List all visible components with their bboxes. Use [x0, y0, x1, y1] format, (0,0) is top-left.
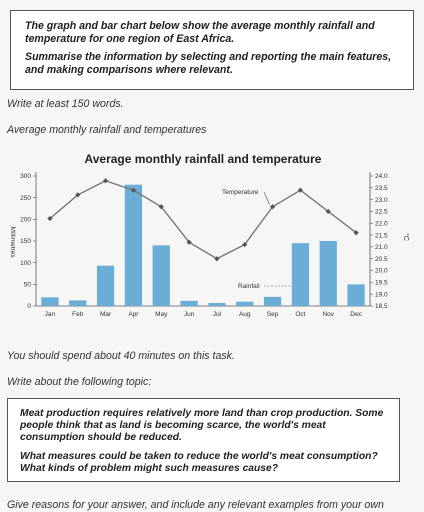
y2-tick-label: 24.0 — [375, 173, 388, 180]
x-tick-label: Jan — [45, 311, 56, 318]
rainfall-bar — [263, 296, 282, 306]
chart-caption: Average monthly rainfall and temperature… — [7, 124, 207, 136]
temperature-point — [325, 208, 331, 215]
x-tick-label: Dec — [350, 311, 362, 318]
rainfall-bar — [236, 301, 254, 306]
x-tick-label: Jul — [213, 311, 222, 318]
rainfall-bar — [319, 241, 337, 306]
x-tick-label: Sep — [267, 311, 279, 318]
rainfall-bar — [152, 245, 170, 306]
temperature-line — [49, 179, 357, 260]
topic-paragraph-2: What measures could be taken to reduce t… — [20, 451, 378, 474]
y-tick-label: 150 — [20, 238, 31, 245]
x-tick-label: May — [155, 311, 168, 318]
topic-paragraph-1: Meat production requires relatively more… — [20, 408, 384, 443]
rainfall-bar — [124, 184, 143, 306]
temperature-point — [297, 187, 304, 193]
y-tick-label: 300 — [20, 173, 31, 180]
y2-tick-label: 20.0 — [375, 268, 388, 275]
task-paragraph-2: Summarise the information by selecting a… — [25, 51, 392, 76]
temperature-point — [102, 178, 109, 184]
temperature-point — [75, 192, 81, 198]
y-tick-label: 50 — [24, 282, 32, 289]
rainfall-annotation: Rainfall — [238, 283, 260, 290]
y2-tick-label: 22.5 — [375, 209, 388, 216]
y2-tick-label: 21.0 — [375, 244, 388, 251]
y2-tick-label: 23.0 — [375, 197, 388, 204]
y2-tick-label: 20.5 — [375, 256, 388, 263]
temperature-point — [186, 239, 192, 245]
temperature-leader-line — [263, 191, 270, 205]
x-tick-label: Aug — [239, 311, 251, 318]
x-tick-label: Apr — [128, 311, 139, 318]
x-tick-label: Mar — [100, 311, 112, 318]
y-tick-label: 200 — [20, 217, 31, 224]
x-tick-label: Nov — [322, 311, 334, 318]
topic-prompt-box: Meat production requires relatively more… — [7, 398, 400, 482]
y-axis-label: Millimetres — [9, 226, 16, 258]
y2-tick-label: 23.5 — [375, 185, 388, 192]
rainfall-bar — [208, 302, 226, 306]
y2-tick-label: 21.5 — [375, 232, 388, 239]
temperature-point — [269, 204, 276, 210]
y2-tick-label: 19.0 — [375, 291, 388, 298]
rainfall-bar — [347, 284, 365, 306]
temperature-annotation: Temperature — [222, 189, 259, 196]
rainfall-bar — [96, 265, 115, 306]
y-tick-label: 250 — [20, 195, 31, 202]
chart-title: Average monthly rainfall and temperature — [85, 152, 322, 166]
footer-text: Give reasons for your answer, and includ… — [7, 499, 384, 511]
y-tick-label: 100 — [20, 260, 31, 267]
x-tick-label: Jun — [184, 311, 195, 318]
y2-tick-label: 19.5 — [375, 280, 388, 287]
time-note-text: You should spend about 40 minutes on thi… — [7, 350, 235, 362]
task-paragraph-1: The graph and bar chart below show the a… — [25, 20, 375, 45]
temperature-point — [353, 230, 359, 236]
y2-tick-label: 22.0 — [375, 220, 388, 227]
y2-axis-label: °C — [402, 233, 410, 241]
rainfall-bar — [41, 297, 59, 306]
temperature-point — [158, 204, 164, 210]
chart-svg: Average monthly rainfall and temperature… — [9, 152, 410, 318]
y2-tick-label: 18.5 — [375, 303, 388, 310]
rainfall-bar — [291, 243, 310, 306]
x-tick-label: Oct — [295, 311, 305, 318]
rainfall-temperature-chart: Average monthly rainfall and temperature… — [0, 142, 424, 324]
y-tick-label: 0 — [27, 303, 31, 310]
x-tick-label: Feb — [72, 311, 84, 318]
temperature-point — [130, 187, 137, 193]
rainfall-bar — [180, 300, 198, 306]
task-prompt-box: The graph and bar chart below show the a… — [10, 10, 414, 90]
topic-intro-text: Write about the following topic: — [7, 376, 152, 388]
min-words-text: Write at least 150 words. — [7, 98, 124, 110]
rainfall-bar — [69, 300, 87, 306]
